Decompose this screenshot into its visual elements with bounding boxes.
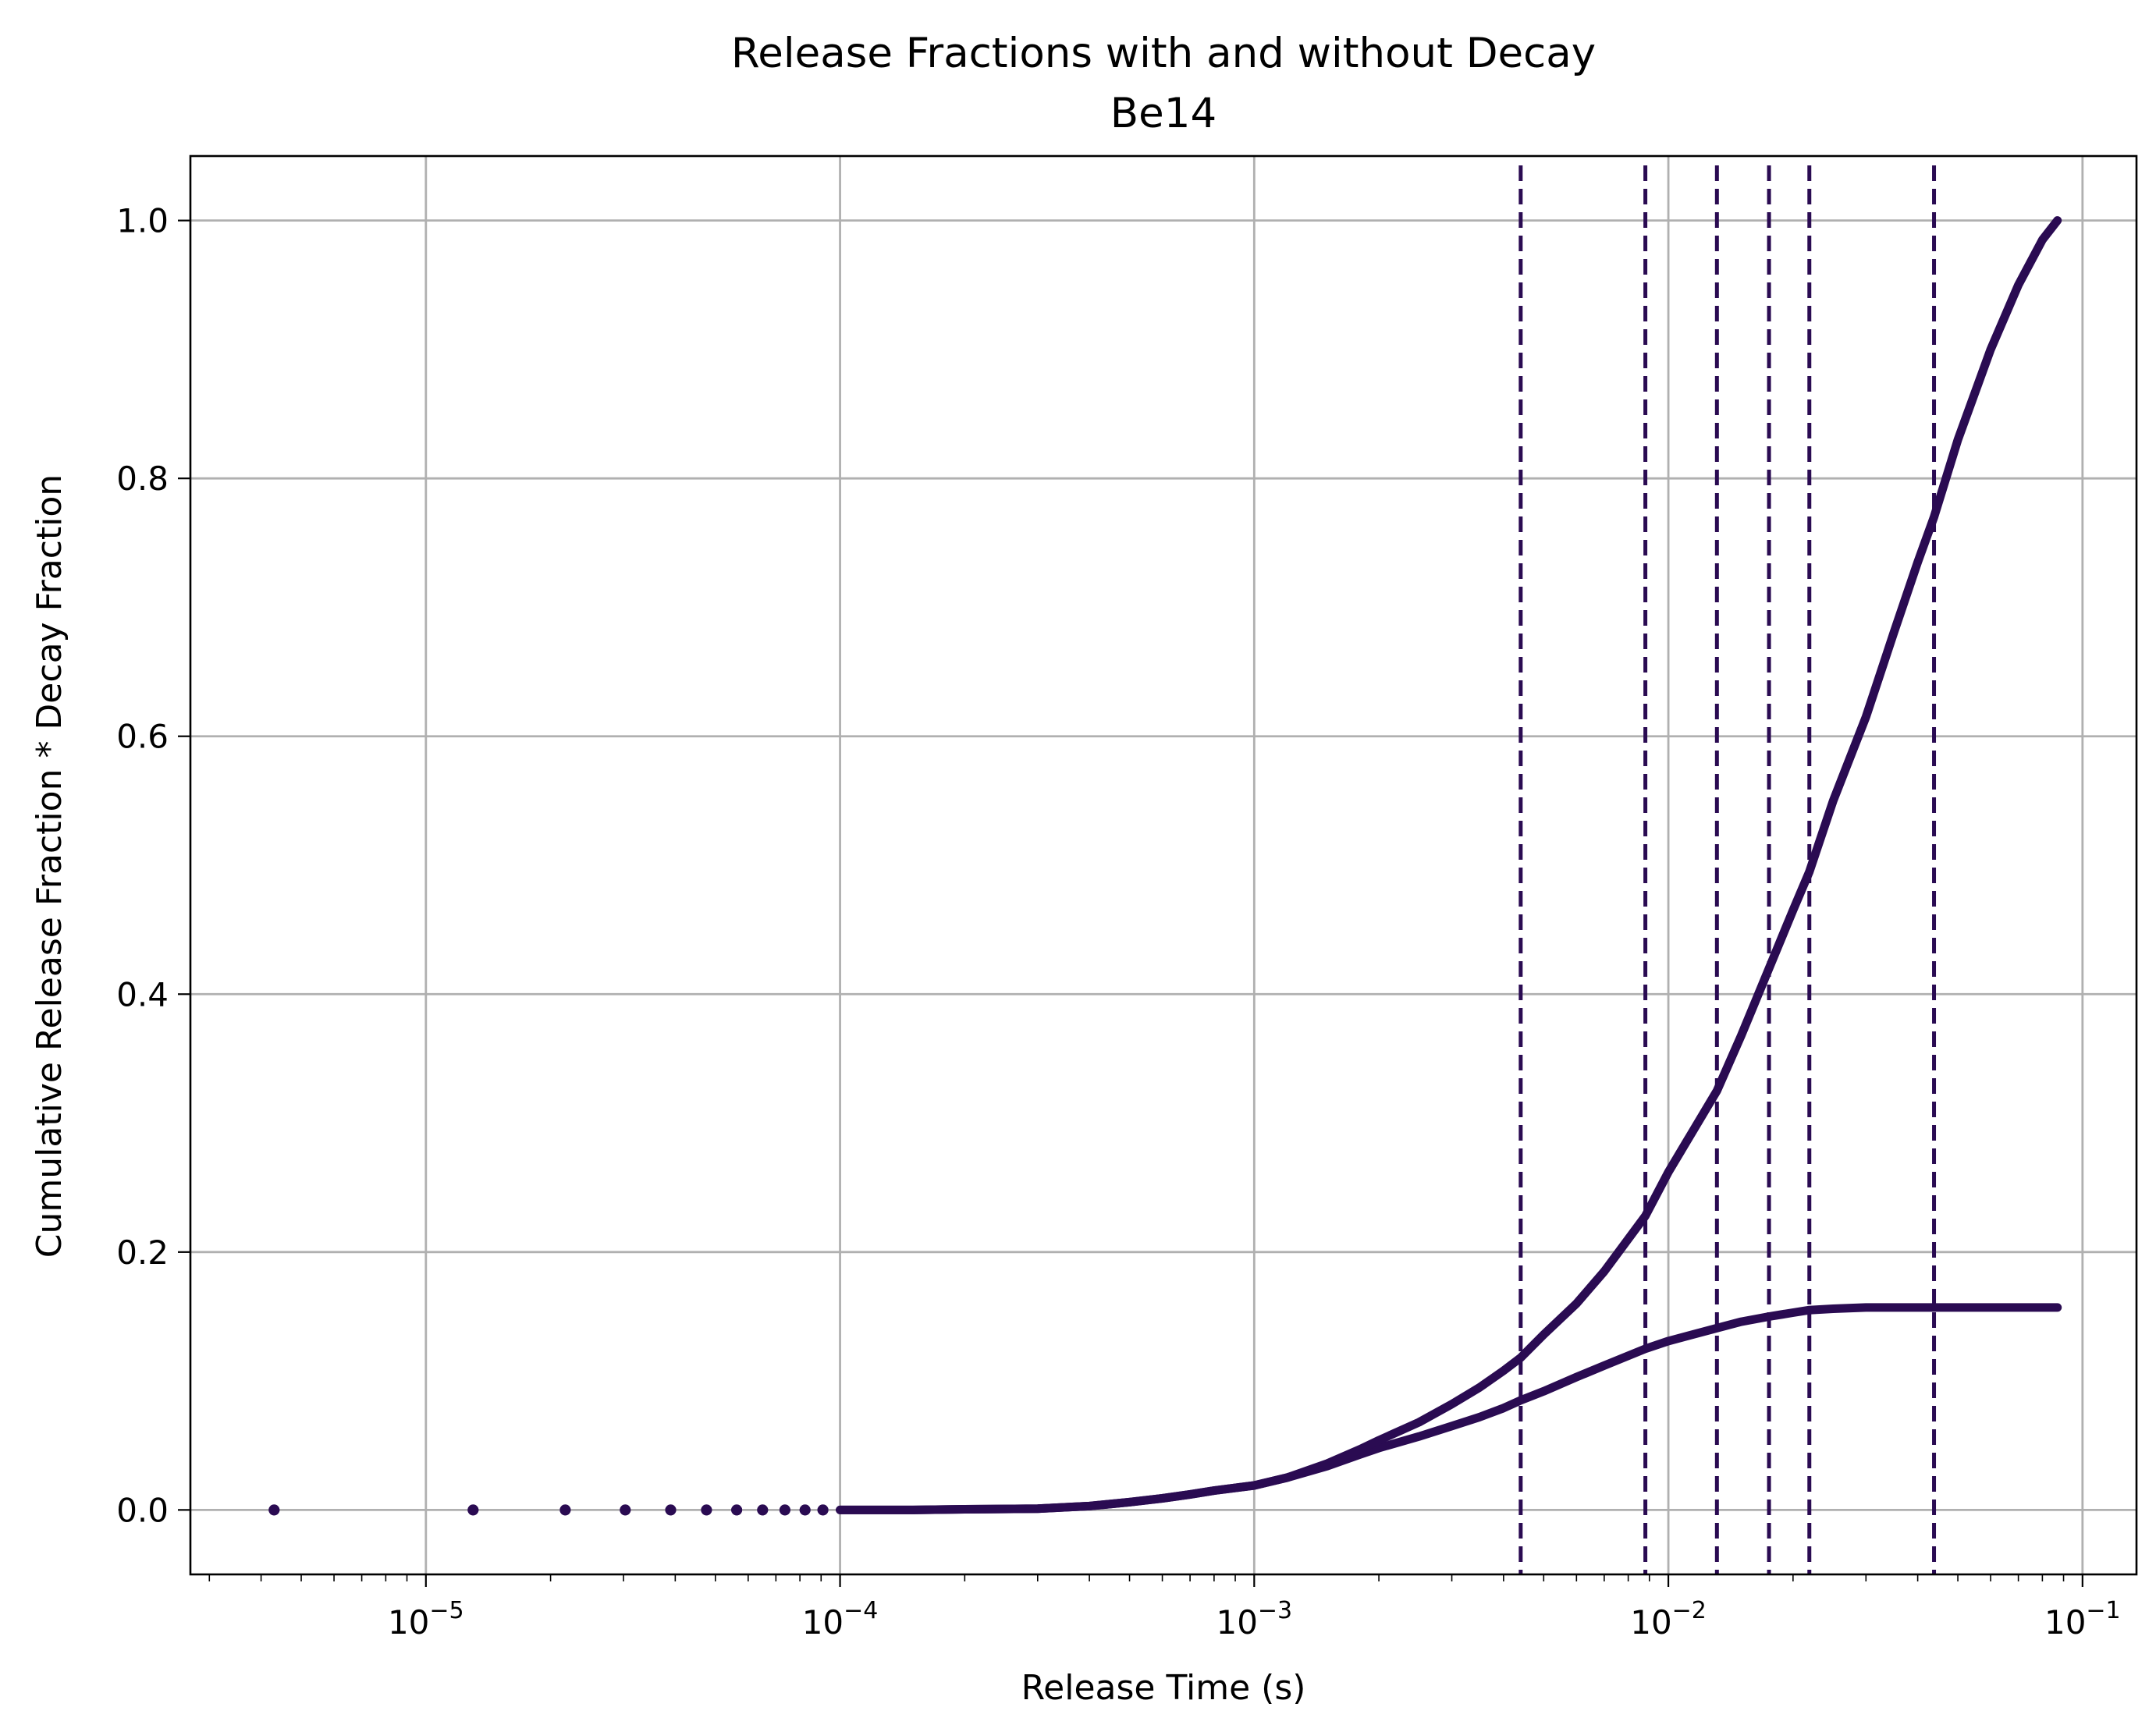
y-tick-label: 0.6 [116,718,169,756]
x-tick-label: 10−5 [388,1597,464,1641]
data-point [817,1504,829,1516]
data-point [757,1504,769,1516]
data-point [620,1504,631,1516]
x-tick-label: 10−2 [1630,1597,1707,1641]
series-2 [268,216,2062,1516]
data-point [701,1504,712,1516]
data-series [268,216,2062,1516]
y-tick-label: 0.8 [116,460,169,498]
y-tick-label: 0.0 [116,1491,169,1529]
x-tick-label: 10−1 [2044,1597,2121,1641]
series-curve [836,216,2062,1514]
grid-lines [190,156,2136,1574]
vertical-marker-lines [1518,165,1937,1574]
data-point [467,1504,479,1516]
data-point [665,1504,677,1516]
y-axis-label: Cumulative Release Fraction * Decay Frac… [30,474,69,1258]
x-tick-labels: 10−5 10−4 10−3 10−2 10−1 [388,1597,2121,1641]
plot-frame [189,154,2138,1576]
y-tick-label: 0.4 [116,975,169,1013]
data-point [559,1504,571,1516]
axis-ticks [178,219,2083,1587]
chart-subtitle: Be14 [1110,90,1217,137]
x-tick-label: 10−3 [1216,1597,1292,1641]
x-axis-label: Release Time (s) [1021,1668,1306,1708]
chart-title: Release Fractions with and without Decay [731,30,1596,77]
x-tick-label: 10−4 [802,1597,879,1641]
data-point [779,1504,790,1516]
y-tick-label: 0.2 [116,1233,169,1272]
data-point [268,1504,280,1516]
y-tick-label: 1.0 [116,202,169,240]
y-tick-labels: 0.0 0.2 0.4 0.6 0.8 1.0 [116,202,169,1530]
data-point [731,1504,743,1516]
data-point [799,1504,811,1516]
